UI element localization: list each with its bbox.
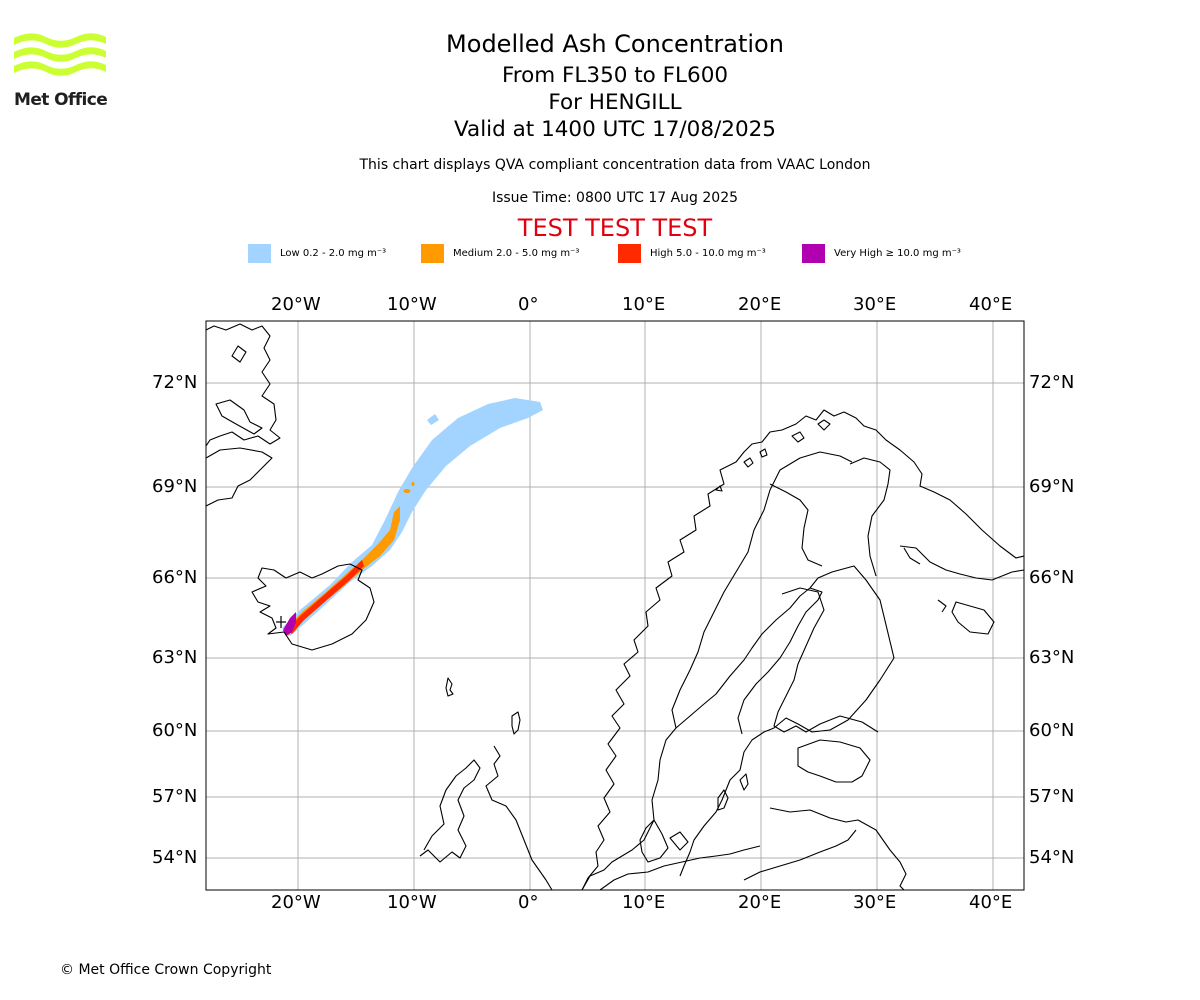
volcano-marker-icon	[276, 616, 286, 628]
coast-north-islands	[791, 419, 831, 443]
lat-label-right-60n: 60°N	[1029, 720, 1075, 741]
coast-faroe	[445, 677, 454, 697]
qva-note: This chart displays QVA compliant concen…	[359, 157, 871, 173]
lat-label-right-57n: 57°N	[1029, 786, 1075, 807]
lon-label-bottom-30e: 30°E	[853, 892, 897, 913]
lat-label-left-63n: 63°N	[152, 647, 198, 668]
lon-label-bottom-0: 0°	[518, 892, 539, 913]
lon-label-top-10w: 10°W	[387, 294, 437, 315]
copyright-notice: © Met Office Crown Copyright	[60, 962, 272, 978]
map-frame	[205, 320, 1025, 891]
coast-central-europe	[599, 845, 761, 890]
coast-baltic	[743, 739, 907, 890]
legend-item-high: High 5.0 - 10.0 mg m⁻³	[618, 244, 766, 263]
coast-kola	[899, 545, 1024, 635]
coast-norway-west	[581, 409, 1024, 890]
lon-label-bottom-40e: 40°E	[969, 892, 1013, 913]
coast-bothnia	[737, 587, 879, 735]
test-banner: TEST TEST TEST	[517, 214, 713, 242]
coast-greenland	[206, 323, 281, 447]
coast-gotland	[717, 773, 749, 811]
coast-scandinavia	[581, 565, 895, 890]
legend-swatch-very-high	[802, 244, 825, 263]
ash-plume-high	[287, 560, 364, 634]
legend-swatch-low	[248, 244, 271, 263]
lon-label-bottom-10e: 10°E	[622, 892, 666, 913]
graticule	[206, 321, 1024, 890]
lat-label-left-57n: 57°N	[152, 786, 198, 807]
lon-label-top-40e: 40°E	[969, 294, 1013, 315]
legend-label-low: Low 0.2 - 2.0 mg m⁻³	[280, 248, 387, 259]
lon-label-bottom-20w: 20°W	[271, 892, 321, 913]
lon-label-top-30e: 30°E	[853, 294, 897, 315]
legend-label-high: High 5.0 - 10.0 mg m⁻³	[650, 248, 766, 259]
coast-iceland	[251, 563, 375, 651]
legend-swatch-medium	[421, 244, 444, 263]
border-norway-sweden	[671, 451, 853, 729]
lat-label-left-60n: 60°N	[152, 720, 198, 741]
ash-plume-low-fragment	[427, 414, 439, 425]
chart-title: Modelled Ash Concentration	[446, 30, 784, 58]
lat-label-right-69n: 69°N	[1029, 476, 1075, 497]
lat-label-right-54n: 54°N	[1029, 847, 1075, 868]
lat-label-left-66n: 66°N	[152, 567, 198, 588]
coast-lofoten	[715, 448, 768, 492]
coast-greenland-island	[231, 345, 247, 363]
issue-time: Issue Time: 0800 UTC 17 Aug 2025	[491, 190, 739, 206]
volcano-name: For HENGILL	[548, 90, 682, 115]
coast-greenland-east	[206, 447, 273, 507]
flight-levels: From FL350 to FL600	[501, 63, 729, 88]
lat-label-left-54n: 54°N	[152, 847, 198, 868]
coast-greenland-fjord	[215, 399, 263, 435]
lat-label-right-66n: 66°N	[1029, 567, 1075, 588]
lon-label-top-20w: 20°W	[271, 294, 321, 315]
lat-label-left-72n: 72°N	[152, 372, 198, 393]
lon-label-bottom-10w: 10°W	[387, 892, 437, 913]
legend-item-low: Low 0.2 - 2.0 mg m⁻³	[248, 244, 386, 263]
lon-label-top-10e: 10°E	[622, 294, 666, 315]
legend-item-medium: Medium 2.0 - 5.0 mg m⁻³	[421, 244, 579, 263]
lat-label-left-69n: 69°N	[152, 476, 198, 497]
met-office-wordmark: Met Office	[14, 90, 108, 110]
ash-fragment-medium-2	[411, 482, 415, 486]
coast-shetland	[511, 711, 521, 735]
met-office-waves-icon	[14, 33, 106, 76]
lon-label-bottom-20e: 20°E	[738, 892, 782, 913]
valid-time: Valid at 1400 UTC 17/08/2025	[453, 117, 776, 142]
ash-plume-medium	[284, 506, 400, 636]
ash-fragment-medium	[403, 489, 411, 493]
lat-label-right-63n: 63°N	[1029, 647, 1075, 668]
coast-denmark	[639, 819, 689, 863]
coast-britain	[419, 745, 553, 890]
legend-swatch-high	[618, 244, 641, 263]
lon-label-top-20e: 20°E	[738, 294, 782, 315]
ash-plume-very-high	[283, 612, 296, 636]
lon-label-top-0: 0°	[518, 294, 539, 315]
legend-item-very-high: Very High ≥ 10.0 mg m⁻³	[802, 244, 961, 263]
lat-label-right-72n: 72°N	[1029, 372, 1075, 393]
border-finland	[769, 457, 891, 577]
legend-label-very-high: Very High ≥ 10.0 mg m⁻³	[834, 248, 961, 259]
coastlines	[206, 323, 1024, 890]
legend-label-medium: Medium 2.0 - 5.0 mg m⁻³	[453, 248, 580, 259]
